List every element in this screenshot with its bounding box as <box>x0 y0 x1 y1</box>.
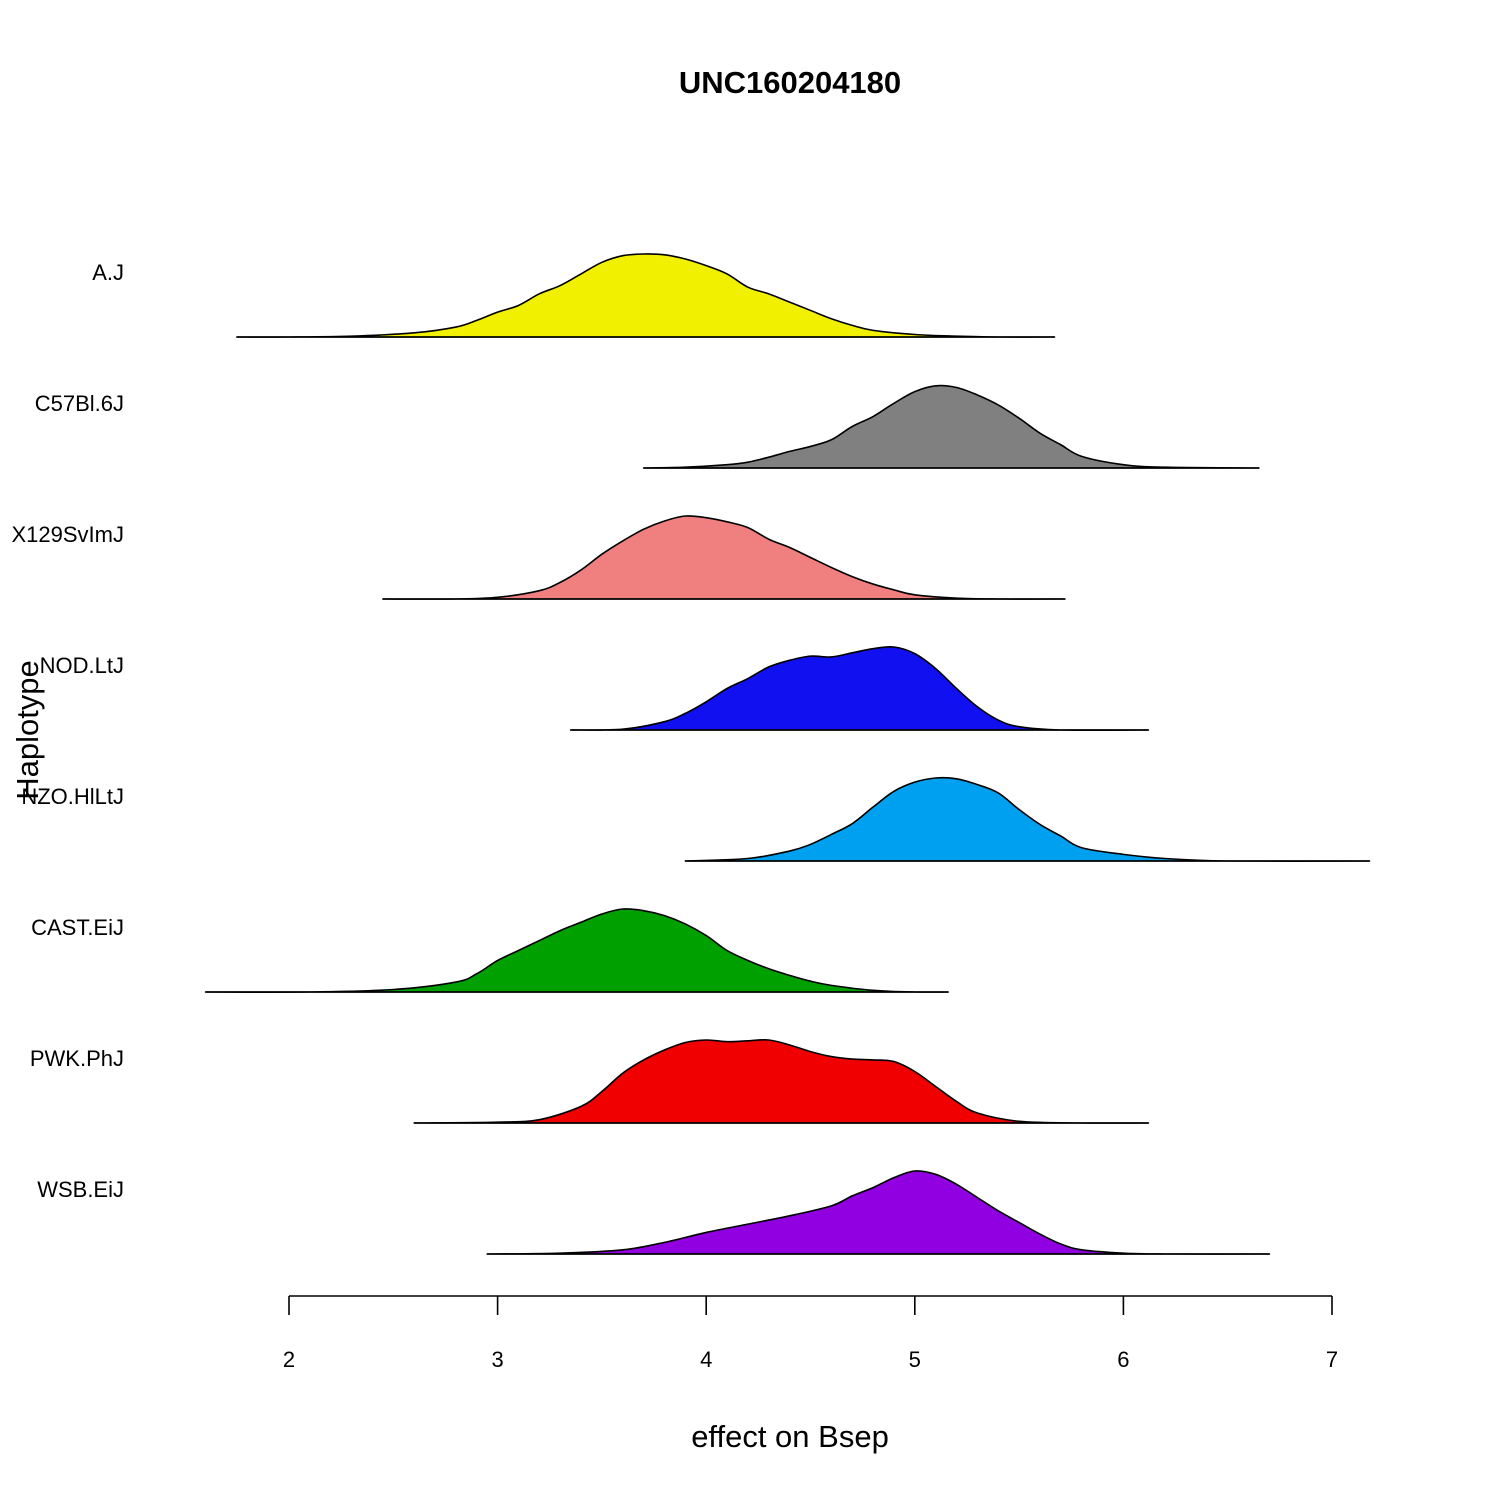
chart-title: UNC160204180 <box>679 65 901 100</box>
row-label-pwk-phj: PWK.PhJ <box>30 1046 124 1071</box>
density-area-x129svimj <box>382 515 1066 600</box>
row-label-x129svimj: X129SvImJ <box>12 522 125 547</box>
ridge-c57bl-6j: C57Bl.6J <box>35 384 1260 469</box>
ridge-nod-ltj: NOD.LtJ <box>40 645 1150 732</box>
density-area-nzo-hlltj <box>684 776 1371 862</box>
x-tick-label: 2 <box>283 1347 295 1372</box>
row-label-c57bl-6j: C57Bl.6J <box>35 391 124 416</box>
y-axis-title: Haplotype <box>10 660 45 800</box>
x-tick-label: 6 <box>1117 1347 1129 1372</box>
x-axis-title: effect on Bsep <box>691 1419 889 1454</box>
density-area-nod-ltj <box>569 645 1150 732</box>
row-label-nzo-hlltj: NZO.HlLtJ <box>21 784 124 809</box>
x-axis: 2 3 4 5 6 7 <box>283 1295 1338 1372</box>
row-label-cast-eij: CAST.EiJ <box>31 915 124 940</box>
density-area-pwk-phj <box>413 1038 1150 1124</box>
density-area-wsb-eij <box>486 1170 1271 1255</box>
ridge-x129svimj: X129SvImJ <box>12 515 1066 600</box>
ridges-group: A.J C57Bl.6J X129SvImJ NOD.LtJ NZO.HlLtJ CAST… <box>12 253 1371 1255</box>
ridge-a-j: A.J <box>92 253 1056 338</box>
density-area-cast-eij <box>204 908 949 993</box>
density-area-c57bl-6j <box>642 384 1260 469</box>
ridge-cast-eij: CAST.EiJ <box>31 908 949 993</box>
row-label-nod-ltj: NOD.LtJ <box>40 653 124 678</box>
ridge-nzo-hlltj: NZO.HlLtJ <box>21 776 1371 862</box>
ridge-wsb-eij: WSB.EiJ <box>37 1170 1271 1255</box>
x-tick-label: 3 <box>491 1347 503 1372</box>
ridge-pwk-phj: PWK.PhJ <box>30 1038 1150 1124</box>
row-label-a-j: A.J <box>92 260 124 285</box>
x-tick-label: 4 <box>700 1347 712 1372</box>
row-label-wsb-eij: WSB.EiJ <box>37 1177 124 1202</box>
density-area-a-j <box>236 253 1056 338</box>
x-tick-label: 7 <box>1326 1347 1338 1372</box>
x-tick-label: 5 <box>909 1347 921 1372</box>
